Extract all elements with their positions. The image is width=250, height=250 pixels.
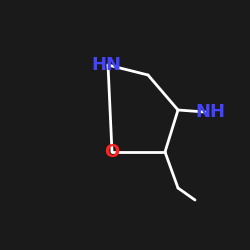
- Text: HN: HN: [91, 56, 121, 74]
- Text: O: O: [104, 143, 120, 161]
- Text: NH: NH: [195, 103, 225, 121]
